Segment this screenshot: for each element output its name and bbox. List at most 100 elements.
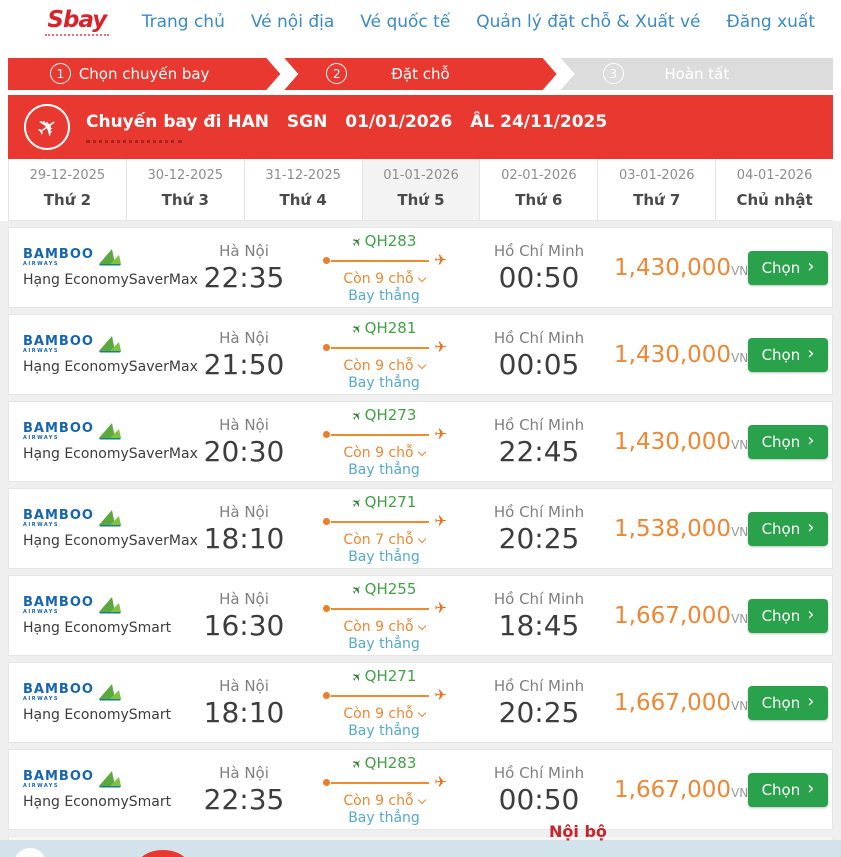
nav-item[interactable]: Vé nội địa — [250, 12, 335, 32]
date-tab-day: Thứ 5 — [397, 191, 445, 209]
bamboo-logo-subtext: AIRWAYS — [23, 260, 59, 267]
bamboo-logo-subtext: AIRWAYS — [23, 434, 59, 441]
select-flight-button[interactable]: Chọn › — [748, 337, 828, 372]
departure-city: Hà Nội — [219, 241, 269, 260]
flight-plane-icon: ✈ — [348, 754, 366, 773]
step-1-circle: 1 — [50, 63, 71, 84]
departure-cell: Hà Nội 18:10 — [184, 677, 304, 729]
arrival-city: Hồ Chí Minh — [493, 328, 585, 347]
route-line: ✈ — [323, 251, 447, 269]
date-tab[interactable]: 04-01-2026 Chủ nhật — [715, 159, 833, 220]
fare-class-label: Hạng EconomySaverMax — [23, 271, 198, 288]
departure-cell: Hà Nội 16:30 — [184, 590, 304, 642]
route-origin-dot — [323, 343, 330, 351]
select-flight-button[interactable]: Chọn › — [748, 250, 828, 285]
step-chon-chuyen-bay[interactable]: 1 Chọn chuyến bay — [8, 58, 280, 90]
nav-item[interactable]: Vé quốc tế — [360, 12, 451, 32]
arrival-cell: Hồ Chí Minh 00:50 — [464, 242, 614, 294]
direct-flight-label: Bay thẳng — [348, 287, 420, 304]
flight-row: BAMBOO AIRWAYS Hạng EconomySmart Hà Nội … — [8, 575, 833, 656]
seats-left-dropdown[interactable]: Còn 7 chỗ — [343, 532, 426, 548]
route-plane-icon: ✈ — [434, 511, 447, 530]
seats-left-dropdown[interactable]: Còn 9 chỗ — [343, 706, 426, 722]
select-flight-button[interactable]: Chọn › — [748, 772, 828, 807]
date-tab[interactable]: 03-01-2026 Thứ 7 — [597, 159, 715, 220]
departure-time: 22:35 — [203, 782, 285, 816]
date-tab[interactable]: 30-12-2025 Thứ 3 — [125, 159, 244, 220]
internal-badge: Nội bộ — [549, 822, 607, 841]
chevron-right-icon: › — [807, 516, 815, 538]
departure-city: Hà Nội — [219, 502, 269, 521]
seats-left-dropdown[interactable]: Còn 9 chỗ — [343, 271, 426, 287]
plane-icon: ✈ — [30, 109, 64, 145]
route-line: ✈ — [323, 337, 447, 356]
bamboo-logo-subtext: AIRWAYS — [23, 608, 59, 615]
sbay-logo[interactable]: Sbay — [30, 8, 124, 36]
date-tab-day: Thứ 3 — [161, 191, 209, 209]
departure-cell: Hà Nội 18:10 — [184, 503, 304, 555]
step-3-label: Hoàn tất — [664, 65, 730, 83]
fare-class-label: Hạng EconomySaverMax — [23, 532, 198, 549]
arrival-cell: Hồ Chí Minh 00:05 — [464, 329, 614, 381]
floating-button-partial[interactable] — [138, 850, 188, 857]
bottom-overlay-bar — [0, 840, 841, 857]
arrival-cell: Hồ Chí Minh 22:45 — [464, 416, 614, 468]
fare-class-label: Hạng EconomySaverMax — [23, 445, 198, 462]
arrival-time: 20:25 — [498, 695, 580, 729]
step-dat-cho[interactable]: 2 Đặt chỗ — [284, 58, 556, 90]
price-value: 1,430,000 — [614, 254, 732, 281]
route-cell: ✈QH281 ✈ Còn 9 chỗ Bay thẳng — [304, 319, 464, 391]
date-tab-date: 30-12-2025 — [147, 168, 224, 183]
nav-item[interactable]: Trang chủ — [141, 12, 225, 32]
chat-widget-partial[interactable] — [14, 848, 46, 857]
nav-item[interactable]: Đăng xuất — [726, 12, 815, 32]
seats-left-dropdown[interactable]: Còn 9 chỗ — [343, 619, 426, 635]
route-bar — [331, 433, 429, 436]
route-banner-title: Chuyến bay đi HAN SGN 01/01/2026 ÂL 24/1… — [86, 112, 619, 132]
chevron-right-icon: › — [807, 342, 815, 364]
departure-cell: Hà Nội 20:30 — [184, 416, 304, 468]
seats-left-dropdown[interactable]: Còn 9 chỗ — [343, 358, 426, 374]
date-tab[interactable]: 02-01-2026 Thứ 6 — [479, 159, 597, 220]
date-tab-date: 31-12-2025 — [265, 168, 341, 183]
select-flight-button[interactable]: Chọn › — [748, 598, 828, 633]
bamboo-logo-text: BAMBOO AIRWAYS — [23, 420, 94, 441]
date-tab[interactable]: 29-12-2025 Thứ 2 — [8, 159, 126, 220]
route-cell: ✈QH283 ✈ Còn 9 chỗ Bay thẳng — [304, 232, 464, 304]
nav-item[interactable]: Quản lý đặt chỗ & Xuất vé — [476, 12, 701, 32]
step-2-circle: 2 — [326, 63, 347, 84]
step-3-circle: 3 — [602, 63, 624, 84]
flight-number: ✈QH281 — [348, 318, 417, 338]
route-prefix: Chuyến bay đi HAN — [86, 111, 269, 132]
select-flight-button[interactable]: Chọn › — [748, 424, 828, 459]
select-flight-button[interactable]: Chọn › — [748, 511, 828, 546]
route-cell: ✈QH283 ✈ Còn 9 chỗ Bay thẳng — [304, 754, 464, 826]
price-cell: 1,667,000VND — [614, 777, 758, 803]
seats-left-dropdown[interactable]: Còn 9 chỗ — [343, 445, 426, 461]
airline-cell: BAMBOO AIRWAYS Hạng EconomySaverMax — [9, 248, 198, 288]
date-tab-date: 02-01-2026 — [501, 168, 577, 183]
flight-plane-icon: ✈ — [348, 319, 366, 338]
bamboo-logo-subtext: AIRWAYS — [23, 521, 59, 528]
date-tab[interactable]: 31-12-2025 Thứ 4 — [243, 159, 362, 220]
flight-plane-icon: ✈ — [348, 406, 366, 425]
chevron-right-icon: › — [807, 603, 815, 625]
arrival-time: 00:50 — [498, 260, 580, 294]
route-plane-icon: ✈ — [434, 424, 447, 443]
arrival-cell: Hồ Chí Minh 18:45 — [464, 590, 614, 642]
direct-flight-label: Bay thẳng — [348, 374, 420, 391]
select-flight-button[interactable]: Chọn › — [748, 685, 828, 720]
bamboo-logo-text: BAMBOO AIRWAYS — [23, 681, 94, 702]
arrival-time: 00:50 — [498, 782, 580, 816]
departure-time: 21:50 — [203, 347, 285, 381]
seats-left-dropdown[interactable]: Còn 9 chỗ — [343, 793, 426, 809]
route-plane-icon: ✈ — [434, 772, 447, 791]
price-value: 1,538,000 — [614, 515, 732, 542]
route-origin-dot — [323, 778, 330, 786]
route-plane-icon: ✈ — [434, 337, 447, 356]
arrival-time: 00:05 — [498, 347, 580, 381]
bamboo-airways-logo: BAMBOO AIRWAYS — [23, 248, 184, 267]
departure-cell: Hà Nội 22:35 — [184, 764, 304, 816]
flight-number: ✈QH283 — [348, 231, 417, 251]
date-tab[interactable]: 01-01-2026 Thứ 5 — [361, 159, 480, 220]
